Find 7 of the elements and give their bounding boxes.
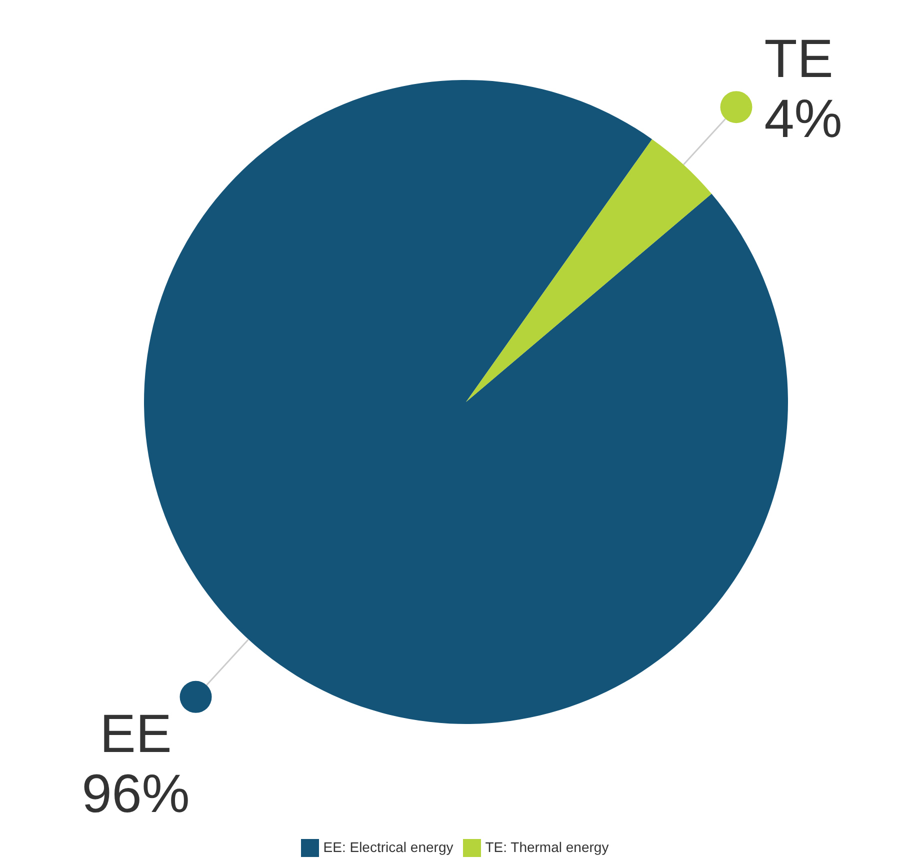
legend-label: TE: Thermal energy <box>485 839 609 855</box>
pie-slice <box>466 139 712 402</box>
text: EE <box>100 704 172 764</box>
data-label: 96% <box>82 764 190 824</box>
text: TE <box>764 29 834 90</box>
legend-label: EE: Electrical energy <box>323 839 454 855</box>
data-label: 4% <box>764 89 842 150</box>
